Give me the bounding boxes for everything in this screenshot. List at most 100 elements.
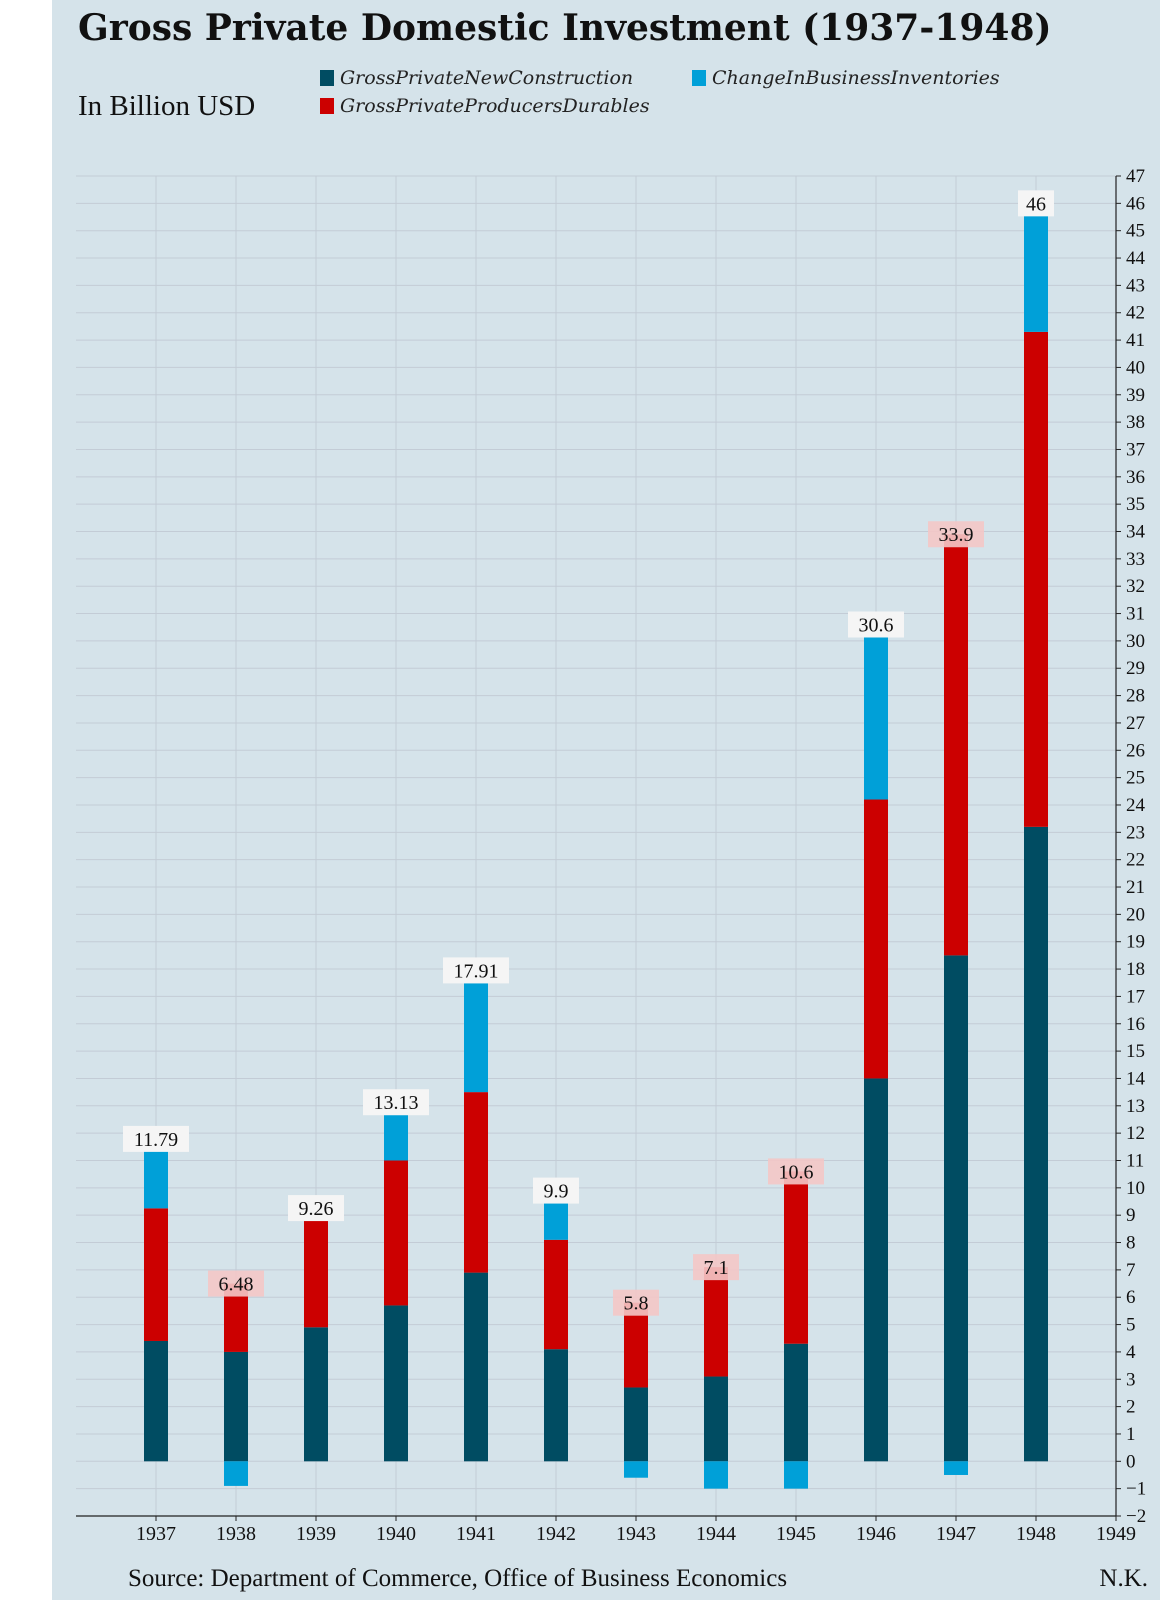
y-tick-label: 23 [1126,822,1145,843]
y-tick-label: −2 [1126,1506,1146,1527]
x-tick-label: 1946 [856,1523,896,1545]
bar-segment [144,1208,168,1341]
chart-panel: Gross Private Domestic Investment (1937-… [52,0,1160,1600]
y-tick-label: 37 [1126,439,1145,460]
y-tick-label: 8 [1126,1233,1136,1254]
data-label: 17.91 [454,960,499,982]
legend: GrossPrivateNewConstruction ChangeInBusin… [320,67,1000,117]
bar-segment [704,1461,728,1489]
x-tick-label: 1938 [216,1523,256,1545]
y-tick-label: 20 [1126,904,1145,925]
y-tick-label: 34 [1126,522,1146,543]
y-tick-label: 31 [1126,604,1145,625]
data-label: 13.13 [374,1092,419,1114]
bar-segment [1024,203,1048,332]
data-labels: 11.79 6.48 9.26 13.13 17.91 9.9 5.8 7.1 10.6 30.6… [123,190,1054,1316]
bar-segment [304,1327,328,1462]
y-tick-label: 44 [1126,248,1146,269]
bars [144,203,1048,1489]
y-tick-label: 7 [1126,1260,1136,1281]
legend-label: ChangeInBusinessInventories [712,67,1000,89]
x-tick-label: 1949 [1096,1523,1136,1545]
y-tick-label: 2 [1126,1397,1136,1418]
data-label-box [208,1270,264,1297]
bar-segment [144,1340,168,1462]
bar-segment [384,1160,408,1306]
y-tick-label: 4 [1126,1342,1136,1363]
data-label: 10.6 [779,1161,814,1183]
y-tick-label: 10 [1126,1178,1145,1199]
y-tick-label: 17 [1126,986,1145,1007]
data-label: 33.9 [939,524,974,546]
bar-segment [624,1302,648,1388]
x-tick-label: 1947 [936,1523,976,1545]
y-tick-label: 16 [1126,1014,1145,1035]
y-tick-label: 33 [1126,549,1145,570]
credit-note: N.K. [1099,1565,1148,1592]
y-tick-label: 45 [1126,221,1145,242]
bar-segment [704,1376,728,1462]
y-tick-label: 18 [1126,959,1145,980]
y-tick-label: 30 [1126,631,1145,652]
bar-segment [864,624,888,800]
y-tick-label: 6 [1126,1287,1136,1308]
y-tick-label: 35 [1126,494,1145,515]
data-label: 6.48 [219,1274,254,1296]
legend-swatch [320,98,334,114]
y-tick-label: 13 [1126,1096,1145,1117]
bar-segment [544,1349,568,1462]
x-tick-label: 1942 [536,1523,576,1545]
y-tick-label: 29 [1126,658,1145,679]
y-tick-label: 36 [1126,467,1145,488]
y-tick-label: 22 [1126,850,1145,871]
data-label-box [693,1254,739,1281]
legend-label: GrossPrivateProducersDurables [340,95,650,117]
y-tick-label: 32 [1126,576,1145,597]
x-tick-label: 1948 [1016,1523,1056,1545]
x-tick-label: 1937 [136,1523,176,1545]
legend-swatch [320,70,334,86]
y-tick-label: 3 [1126,1369,1136,1390]
data-label-box [288,1195,344,1222]
y-tick-label: 46 [1126,193,1145,214]
chart-title: Gross Private Domestic Investment (1937-… [78,7,1052,49]
bar-segment [624,1387,648,1462]
y-tick-label: 26 [1126,740,1145,761]
x-tick-label: 1941 [456,1523,496,1545]
bar-segment [464,1092,488,1273]
y-tick-label: 11 [1126,1150,1144,1171]
data-label-box [533,1177,579,1204]
data-label-box [613,1289,659,1316]
data-label-box [1018,190,1054,217]
y-tick-label: 47 [1126,166,1145,187]
x-tick-label: 1944 [696,1523,736,1545]
y-tick-label: 42 [1126,303,1145,324]
x-tick-label: 1945 [776,1523,816,1545]
bar-segment [304,1217,328,1328]
y-tick-label: 0 [1126,1451,1136,1472]
bar-segment [224,1461,248,1486]
y-tick-label: 27 [1126,713,1145,734]
bar-segment [864,799,888,1079]
bar-segment [1024,826,1048,1462]
axes: −2−1012345678910111213141516171819202122… [76,166,1146,1545]
bar-segment [464,1272,488,1462]
y-tick-label: 25 [1126,768,1145,789]
bar-segment [224,1351,248,1462]
source-note: Source: Department of Commerce, Office o… [128,1565,787,1592]
y-tick-label: 28 [1126,686,1145,707]
y-tick-label: 5 [1126,1315,1136,1336]
chart-subtitle: In Billion USD [78,90,255,122]
bar-segment [1024,331,1048,827]
bar-segment [384,1305,408,1462]
data-label: 30.6 [859,614,894,636]
y-tick-label: 12 [1126,1123,1145,1144]
bar-segment [704,1267,728,1377]
chart-background [52,0,1160,1600]
y-tick-label: 19 [1126,932,1145,953]
data-label-box [768,1158,824,1185]
data-label: 7.1 [704,1257,729,1279]
data-label-box [363,1089,429,1116]
data-label: 46 [1026,193,1046,215]
bar-segment [944,1461,968,1475]
